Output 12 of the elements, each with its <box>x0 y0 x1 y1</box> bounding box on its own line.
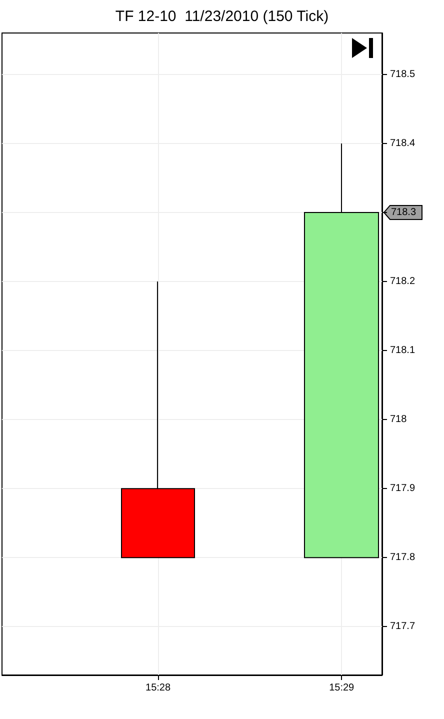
x-tick-label: 15:28 <box>146 682 171 694</box>
y-tick-label: 717.8 <box>390 552 416 564</box>
annotation: 718.3 <box>391 206 416 218</box>
y-tick-label: 718.4 <box>390 138 416 149</box>
y-tick-label: 717.7 <box>390 621 416 632</box>
y-tick-label: 718.2 <box>390 276 416 288</box>
y-tick-label: 718.1 <box>390 345 416 356</box>
chart-title: TF 12-10 11/23/2010 (150 Tick) <box>115 8 329 25</box>
y-tick-label: 717.9 <box>390 483 416 494</box>
y-tick-label: 718 <box>390 414 408 426</box>
y-tick-label: 718.5 <box>390 68 416 80</box>
x-tick-label: 15:29 <box>329 682 355 694</box>
